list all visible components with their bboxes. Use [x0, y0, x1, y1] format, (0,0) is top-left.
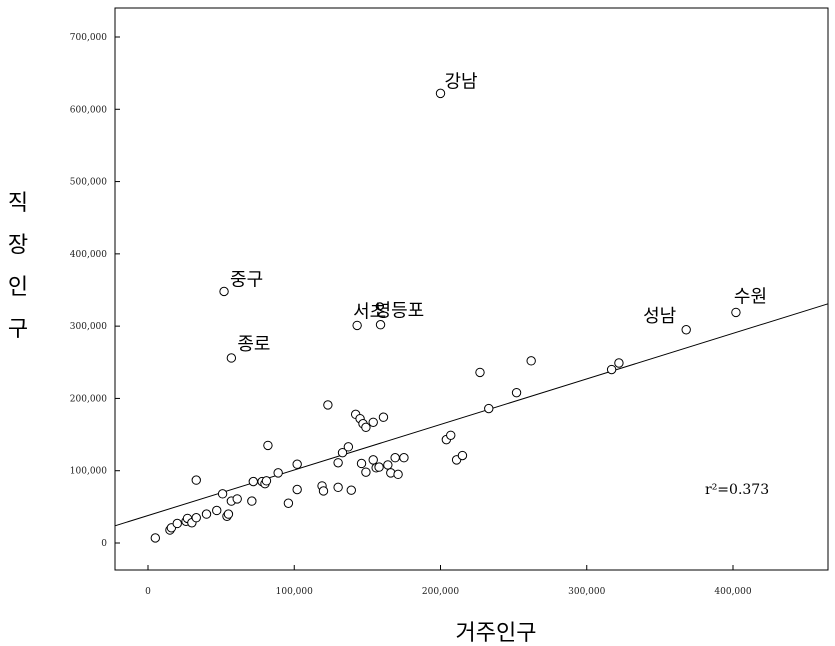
data-point: [368, 455, 378, 465]
data-point: [352, 320, 362, 331]
data-point: [475, 367, 485, 378]
y-tick-label: 100,000: [70, 467, 107, 477]
x-tick-label: 300,000: [568, 587, 605, 597]
data-point: [292, 459, 302, 469]
y-tick-label: 300,000: [70, 322, 107, 332]
x-tick-label: 0: [145, 587, 151, 597]
data-point: [292, 484, 302, 495]
data-point: [731, 307, 741, 318]
x-axis-ticks: 0 100,000 200,000 300,000 400,000: [145, 565, 752, 597]
data-point: [273, 468, 283, 478]
data-point: [399, 453, 409, 463]
data-point: [150, 533, 161, 543]
y-tick-label: 700,000: [70, 33, 107, 43]
data-point: [333, 458, 343, 468]
data-point: [247, 496, 257, 506]
y-axis-ticks: 0 100,000 200,000 300,000 400,000 500,000 600,…: [70, 33, 120, 549]
data-point: [323, 400, 333, 410]
data-point: [375, 319, 386, 330]
y-axis-label-char: 장: [8, 233, 28, 258]
data-point: [511, 387, 522, 398]
data-point: [318, 486, 329, 496]
data-point: [526, 356, 536, 366]
y-tick-label: 200,000: [70, 394, 107, 404]
x-tick-label: 400,000: [714, 587, 751, 597]
point-label: 종로: [237, 334, 270, 355]
data-point: [219, 286, 229, 297]
y-axis-label-char: 인: [8, 275, 28, 300]
point-label: 수원: [734, 286, 767, 307]
regression-line: [114, 303, 829, 527]
data-point: [346, 485, 356, 495]
data-point: [217, 489, 228, 499]
data-point: [263, 440, 273, 451]
data-point: [333, 482, 343, 493]
data-point: [283, 498, 294, 508]
point-label: 영등포: [375, 301, 425, 322]
data-point: [191, 475, 201, 485]
x-axis-label: 거주인구: [456, 621, 537, 646]
x-tick-label: 200,000: [422, 587, 459, 597]
data-point: [226, 353, 237, 363]
data-point: [606, 364, 617, 375]
data-point: [361, 467, 371, 477]
y-axis-label-char: 직: [8, 191, 28, 216]
data-point: [212, 505, 222, 516]
data-point: [446, 430, 456, 440]
data-point: [201, 509, 212, 519]
data-point: [223, 509, 234, 519]
data-point: [378, 412, 389, 422]
data-point: [343, 442, 354, 452]
y-tick-label: 400,000: [70, 250, 107, 260]
data-point: [374, 462, 384, 472]
data-points: [150, 88, 741, 543]
data-point: [261, 476, 272, 486]
data-point: [435, 88, 446, 99]
point-label: 서초: [353, 301, 386, 322]
point-label: 성남: [643, 306, 676, 327]
data-point: [681, 325, 691, 335]
y-tick-label: 500,000: [70, 178, 107, 188]
point-label: 강남: [445, 71, 478, 92]
point-label: 중구: [230, 269, 263, 290]
data-point: [337, 447, 348, 458]
data-point: [356, 458, 367, 469]
x-tick-label: 100,000: [276, 587, 313, 597]
data-point: [248, 476, 259, 487]
data-point: [484, 403, 494, 414]
y-tick-label: 0: [101, 539, 107, 549]
data-point: [172, 518, 182, 529]
data-point: [361, 422, 371, 433]
data-point: [390, 453, 400, 463]
y-tick-label: 600,000: [70, 105, 107, 115]
r-squared-label: r²=0.373: [705, 482, 769, 498]
data-point: [191, 513, 201, 523]
data-point: [383, 460, 393, 470]
data-point: [393, 469, 403, 480]
y-axis-label-char: 구: [8, 317, 28, 342]
data-point: [368, 417, 378, 427]
data-point: [232, 494, 242, 504]
data-point: [614, 358, 624, 368]
plot-frame: [114, 7, 829, 571]
data-point: [457, 450, 468, 461]
